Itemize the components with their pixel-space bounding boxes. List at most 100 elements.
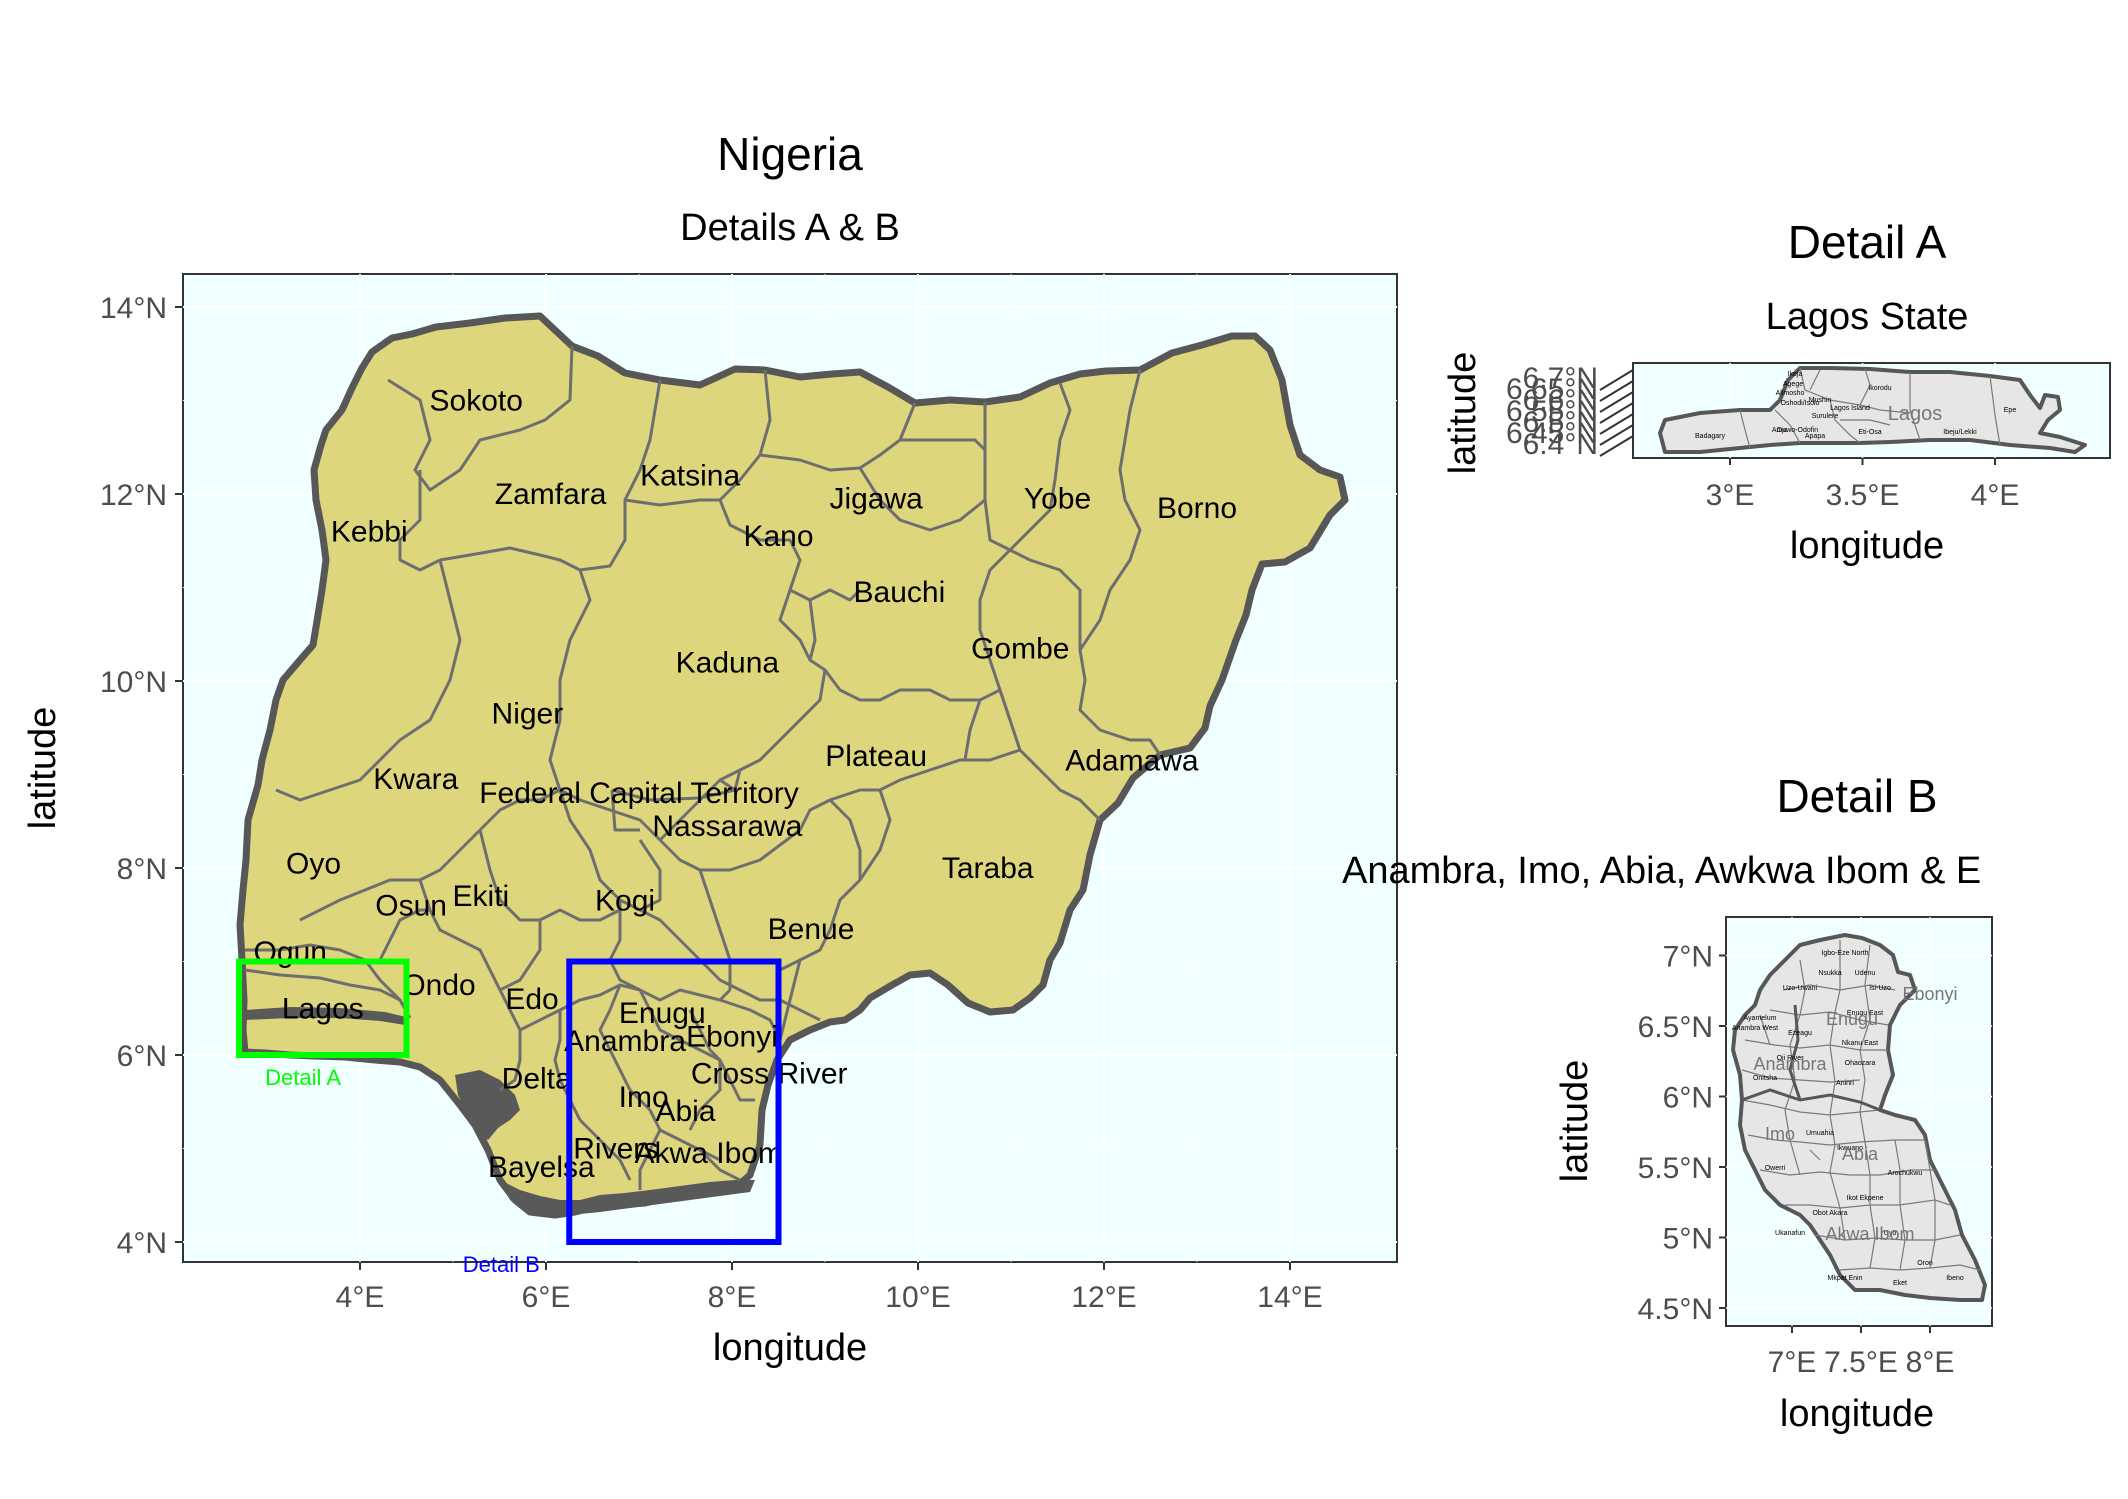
x-tick-label: 8°E — [1906, 1346, 1955, 1379]
state-label: Kano — [743, 520, 813, 553]
area-label: Enugu — [1826, 1009, 1878, 1029]
state-label: Plateau — [825, 740, 927, 773]
state-label: Abia — [655, 1095, 715, 1128]
detail-box-label: Detail B — [463, 1252, 540, 1277]
lga-label: Oshodi/Isolo — [1781, 400, 1820, 407]
lga-label: Nkanu East — [1842, 1040, 1878, 1047]
state-label: Niger — [492, 698, 564, 731]
detail-box — [566, 958, 782, 1245]
detail-a-axis-ticks: 3°E 3.5°E 4°E 6.4°N6.45°N6.5°N6.55°N6.6°N6.… — [1506, 362, 2019, 512]
lga-label: Epe — [2004, 407, 2017, 414]
lga-label: Badagary — [1695, 433, 1725, 440]
lga-label: Agege — [1783, 381, 1803, 388]
lga-label: Amuwo-Odofin — [1772, 427, 1818, 434]
lga-label: Uyo — [1884, 1230, 1897, 1237]
state-label: Cross River — [691, 1058, 848, 1091]
y-tick-label: 6.5°N — [1638, 1011, 1713, 1044]
y-tick-mark — [1599, 435, 1634, 457]
y-tick-label: 7°N — [1663, 941, 1713, 974]
lga-label: Anambra West — [1732, 1025, 1778, 1032]
lga-label: Udenu — [1855, 970, 1876, 977]
main-title: Nigeria — [717, 128, 863, 180]
y-tick-label: 4.5°N — [1638, 1293, 1713, 1326]
lga-label: Ibeju/Lekki — [1943, 429, 1977, 436]
x-tick-label: 7°E — [1768, 1346, 1817, 1379]
main-map-panel: Sokoto Zamfara Katsina Kebbi Jigawa Yobe Borno… — [100, 273, 1398, 1314]
lga-label: Mushin — [1809, 397, 1832, 404]
state-label: Ekiti — [453, 880, 510, 913]
detail-boxes: Detail A Detail B — [236, 958, 782, 1277]
state-label: Benue — [768, 913, 855, 946]
lga-label: Igbo-Eze North — [1821, 950, 1868, 957]
x-tick-label: 4°E — [336, 1281, 385, 1314]
lga-label: Ojo — [1777, 427, 1788, 434]
state-label: Gombe — [971, 632, 1069, 665]
state-divider-anambra-enugu — [1788, 1004, 1802, 1101]
state-boundaries — [244, 345, 1162, 1190]
x-tick-label: 14°E — [1257, 1281, 1322, 1314]
y-tick-label: 8°N — [117, 853, 167, 886]
lga-label: Oron — [1917, 1260, 1933, 1267]
lga-label: Apapa — [1805, 433, 1825, 440]
state-label: Edo — [505, 983, 558, 1016]
main-subtitle: Details A & B — [680, 207, 900, 249]
lga-label: Ukanafun — [1775, 1230, 1805, 1237]
detail-box — [236, 958, 410, 1058]
y-tick-label: 6.6°N — [1523, 384, 1598, 417]
lga-label: Eket — [1893, 1280, 1907, 1287]
lga-label: Isi-Uzo — [1869, 985, 1891, 992]
lga-label: Ohaozara — [1845, 1060, 1876, 1067]
y-tick-mark — [1599, 369, 1634, 391]
main-y-axis-label: latitude — [22, 707, 64, 830]
lga-label: Onitsha — [1753, 1075, 1777, 1082]
southern-coastline — [500, 1180, 755, 1216]
main-x-axis-label: longitude — [713, 1327, 867, 1369]
y-tick-label: 6.65°N — [1506, 373, 1598, 406]
lagos-lga-boundaries — [1739, 367, 2001, 449]
y-tick-label: 6°N — [117, 1040, 167, 1073]
state-label: Anambra — [564, 1025, 686, 1058]
y-tick-label: 6.5°N — [1523, 406, 1598, 439]
state-label: Adamawa — [1065, 744, 1199, 777]
x-tick-label: 12°E — [1071, 1281, 1136, 1314]
state-label: Bauchi — [854, 576, 946, 609]
x-tick-label: 3°E — [1706, 479, 1755, 512]
state-label: Oyo — [286, 847, 341, 880]
y-tick-label: 6.45°N — [1506, 417, 1598, 450]
detail-box-label: Detail A — [265, 1065, 341, 1090]
state-label: Taraba — [942, 852, 1034, 885]
state-label: Rivers — [573, 1133, 658, 1166]
y-tick-label: 5°N — [1663, 1223, 1713, 1256]
state-label: Ebonyi — [686, 1020, 778, 1053]
y-tick-mark — [1599, 402, 1634, 424]
y-tick-mark — [1599, 413, 1634, 435]
y-tick-label: 6.7°N — [1523, 362, 1598, 395]
detail-a-title: Detail A — [1788, 216, 1947, 268]
y-tick-label: 5.5°N — [1638, 1152, 1713, 1185]
detail-a-panel: Ikeja Agege Alimosho Ikorodu Oshodi/IsoloMus… — [1506, 362, 2111, 512]
detail-a-subtitle: Lagos State — [1766, 296, 1969, 338]
state-label: Yobe — [1024, 483, 1091, 516]
state-label: Kwara — [373, 763, 458, 796]
x-tick-label: 6°E — [522, 1281, 571, 1314]
area-label: Ebonyi — [1902, 984, 1957, 1004]
lagos-coastline — [245, 1007, 410, 1025]
lga-label: Enugu East — [1847, 1010, 1883, 1017]
lga-label: Ikeja — [1788, 371, 1803, 378]
state-label: Enugu — [619, 997, 706, 1030]
detail-b-subtitle: Anambra, Imo, Abia, Awkwa Ibom & E — [1342, 850, 1981, 892]
detail-a-y-axis-label: latitude — [1442, 352, 1484, 475]
state-label: Osun — [375, 889, 447, 922]
state-label: Lagos — [282, 992, 364, 1025]
y-tick-label: 4°N — [117, 1227, 167, 1260]
state-label: Kaduna — [676, 646, 780, 679]
state-label: Jigawa — [829, 483, 923, 516]
state-labels: Sokoto Zamfara Katsina Kebbi Jigawa Yobe Borno… — [254, 385, 1237, 1185]
detail-b-title: Detail B — [1776, 770, 1937, 822]
lga-label: Ikot Ekpene — [1847, 1195, 1884, 1202]
y-tick-label: 6.55°N — [1506, 395, 1598, 428]
y-tick-mark — [1599, 391, 1634, 413]
lga-label: Surulere — [1812, 413, 1839, 420]
state-label: Bayelsa — [488, 1151, 595, 1184]
state-label: Kebbi — [331, 515, 408, 548]
